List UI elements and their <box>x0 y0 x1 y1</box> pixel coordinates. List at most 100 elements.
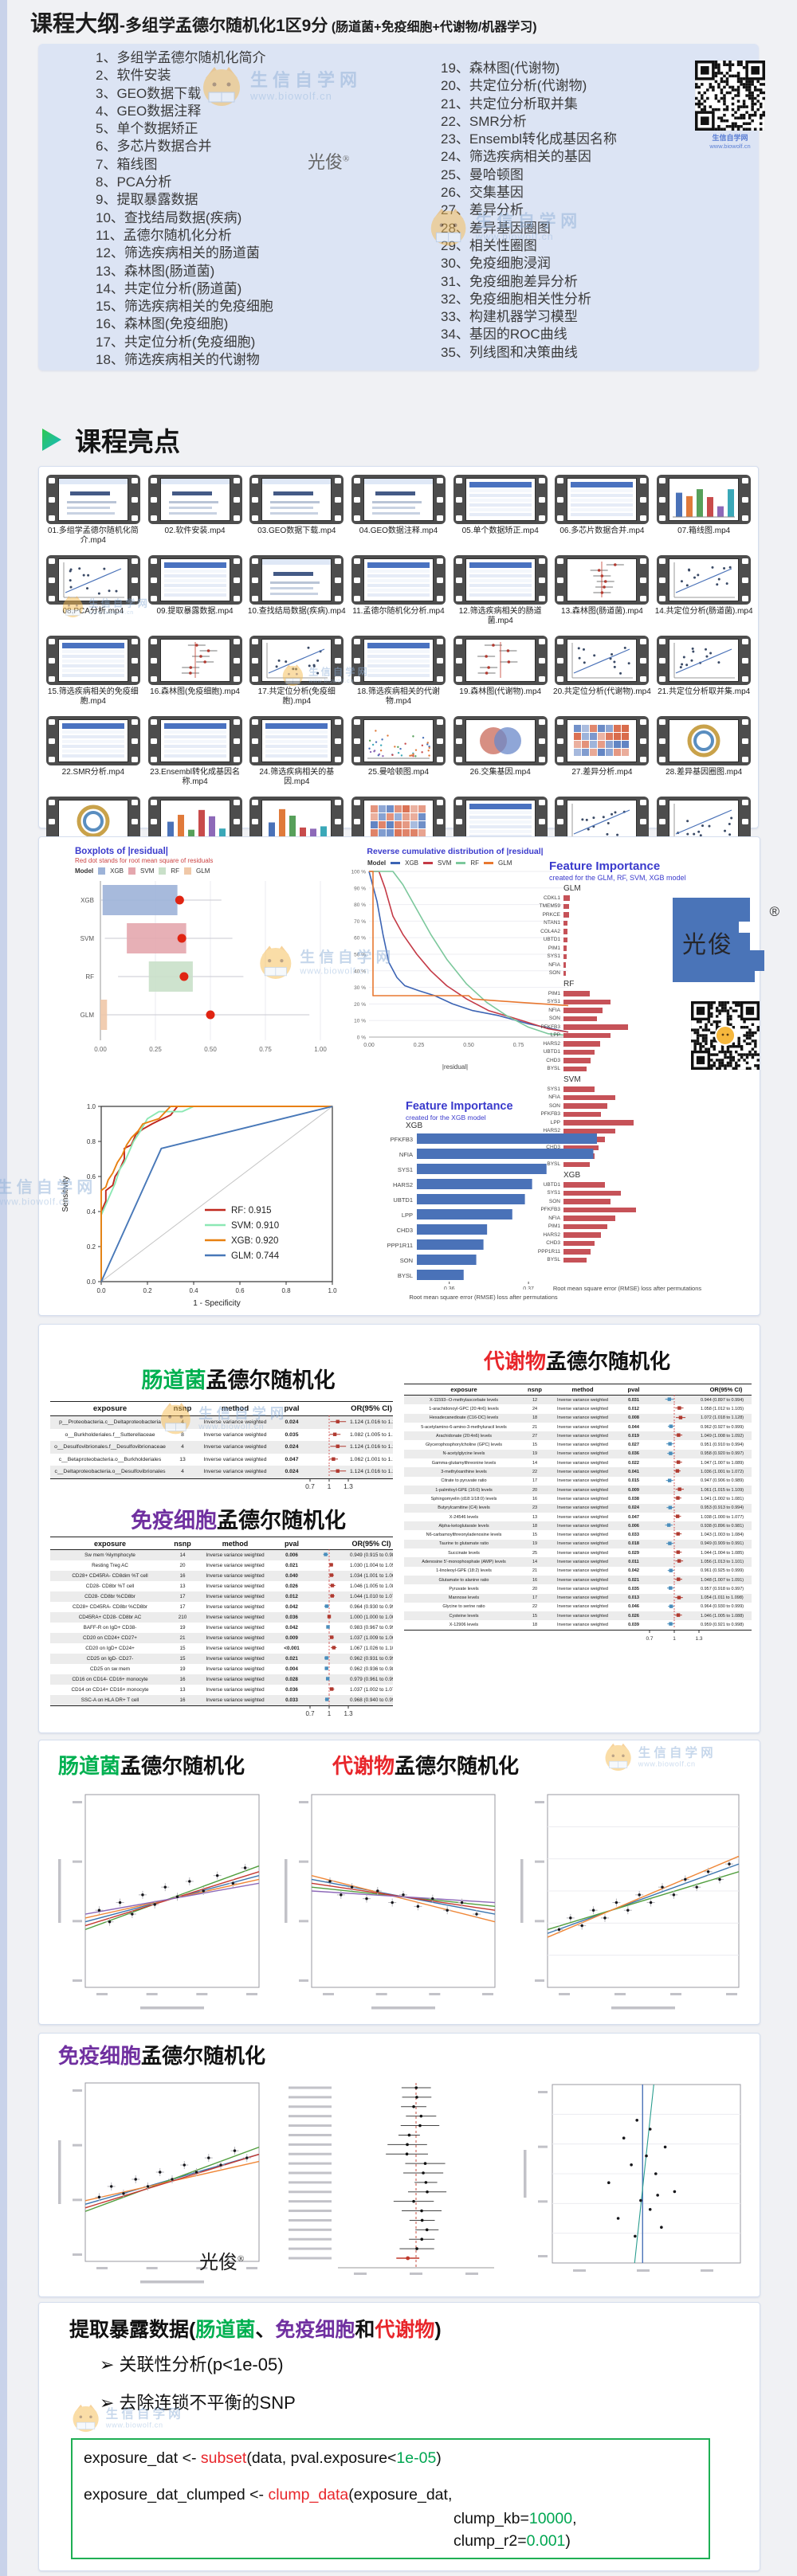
video-thumbnail[interactable] <box>249 555 344 605</box>
film-hole <box>233 676 240 682</box>
header-cell: nsnp <box>173 1404 192 1413</box>
axis-svg: 0.7 1 1.3 <box>305 1478 353 1490</box>
video-screen <box>567 558 638 601</box>
film-hole <box>659 719 666 725</box>
video-thumbnail[interactable] <box>555 636 650 685</box>
fi-row: SYS1 <box>500 998 755 1007</box>
video-thumbnail[interactable] <box>657 716 752 765</box>
outline-item: 35、列线图和决策曲线 <box>441 344 578 360</box>
table-header: exposure nsnp method pval OR(95% CI) <box>404 1384 752 1396</box>
cell: CD28+ CD45RA- CD8dim %T cell <box>72 1573 148 1579</box>
mr-scatter-svg <box>520 1794 740 2010</box>
fi-row: PIM1 <box>500 1223 755 1231</box>
fi-section-label: GLM <box>563 884 581 893</box>
film-hole <box>353 800 360 805</box>
film-hole <box>455 577 462 583</box>
film-hole <box>252 577 259 583</box>
cell: Inverse variance weighted <box>557 1487 608 1493</box>
film-hole <box>335 657 342 664</box>
film-hole <box>742 577 749 583</box>
cell: 21 <box>532 1568 538 1574</box>
film-holes <box>252 478 259 521</box>
video-thumbnail[interactable] <box>351 475 446 524</box>
video-thumbnail[interactable] <box>45 636 140 685</box>
mr-scatter-plot-immune <box>53 2075 270 2292</box>
qr-svg <box>694 60 766 131</box>
svg-text:0.2: 0.2 <box>87 1243 96 1251</box>
video-thumbnail[interactable] <box>453 636 548 685</box>
cell: 0.021 <box>285 1656 298 1662</box>
svg-text:HARS2: HARS2 <box>393 1181 413 1188</box>
film-hole <box>557 639 564 644</box>
svg-text:1.3: 1.3 <box>344 1710 353 1717</box>
video-thumbnail[interactable] <box>45 555 140 605</box>
video-thumbnail[interactable] <box>657 555 752 605</box>
film-hole <box>640 639 647 644</box>
fi-gene-label: HARS2 <box>543 1231 560 1238</box>
cell: 21 <box>179 1635 186 1641</box>
cell: 20 <box>532 1487 538 1493</box>
forest-cell <box>308 1427 350 1443</box>
cell: 0.042 <box>285 1625 298 1631</box>
cell: Sphingomyelin (d18:1/18:0) levels <box>430 1496 497 1501</box>
mr-funnel-plot <box>517 2075 752 2292</box>
video-thumbnail[interactable] <box>453 716 548 765</box>
fi-xgb-subtitle: created for the XGB model <box>406 1114 486 1122</box>
fi-row: SYS1 <box>500 1189 755 1198</box>
outline-item: 7、箱线图 <box>96 156 158 172</box>
video-thumbnail[interactable] <box>453 475 548 524</box>
video-thumbnail[interactable] <box>351 716 446 765</box>
video-item: 19.森林图(代谢物).mp4 <box>450 636 552 707</box>
video-caption: 17.共定位分析(免疫细胞).mp4 <box>257 687 336 706</box>
bullet-ld: ➢ 去除连锁不平衡的SNP <box>100 2393 296 2413</box>
forest-svg <box>328 1440 347 1453</box>
film-hole <box>252 757 259 762</box>
video-thumbnail[interactable] <box>657 636 752 685</box>
video-thumbnail[interactable] <box>249 716 344 765</box>
svg-text:1.3: 1.3 <box>344 1482 353 1490</box>
video-thumbnail[interactable] <box>45 475 140 524</box>
svg-text:80 %: 80 % <box>354 902 366 908</box>
title-sub: -多组学孟德尔随机化1区9分 <box>120 17 328 35</box>
header-cell: exposure <box>450 1386 477 1393</box>
video-thumbnail[interactable] <box>657 475 752 524</box>
video-thumbnail[interactable] <box>147 716 242 765</box>
video-thumbnail[interactable] <box>147 636 242 685</box>
video-item: 21.共定位分析取并集.mp4 <box>653 636 755 707</box>
video-thumbnail[interactable] <box>351 555 446 605</box>
film-hole <box>538 676 545 682</box>
fi-bar <box>563 1145 599 1150</box>
video-caption: 24.筛选疾病相关的基因.mp4 <box>259 768 335 786</box>
video-thumbnail[interactable] <box>147 475 242 524</box>
video-thumbnail[interactable] <box>453 555 548 605</box>
cell: Inverse variance weighted <box>557 1586 608 1591</box>
video-thumbnail[interactable] <box>249 475 344 524</box>
svg-text:Sensitivity: Sensitivity <box>61 1176 70 1212</box>
video-thumbnail[interactable] <box>351 636 446 685</box>
fi-bar <box>563 1161 590 1167</box>
video-thumbnail[interactable] <box>45 716 140 765</box>
cell: Mannose levels <box>448 1595 480 1601</box>
film-hole <box>233 818 240 824</box>
forest-cell <box>308 1694 350 1706</box>
video-screen <box>669 558 740 601</box>
fi-bar <box>563 1257 587 1263</box>
cell: 0.044 <box>628 1424 639 1430</box>
film-hole <box>640 596 647 601</box>
svg-text:0.0: 0.0 <box>96 1287 106 1294</box>
svg-text:0.8: 0.8 <box>87 1138 96 1145</box>
film-hole <box>436 496 443 503</box>
film-hole <box>557 738 564 744</box>
video-thumbnail[interactable] <box>555 555 650 605</box>
video-screen <box>669 639 740 682</box>
video-thumbnail[interactable] <box>555 716 650 765</box>
forest-cell <box>648 1403 701 1414</box>
video-thumbnail[interactable] <box>249 636 344 685</box>
film-hole <box>455 818 462 824</box>
video-thumbnail[interactable] <box>555 475 650 524</box>
outline-item: 5、单个数据矫正 <box>96 121 198 137</box>
forest-svg <box>673 1548 682 1557</box>
video-thumbnail[interactable] <box>147 555 242 605</box>
cell: Glycerophosphorylcholine (GPC) levels <box>426 1443 502 1448</box>
mr-scatter-svg <box>58 1794 260 2010</box>
